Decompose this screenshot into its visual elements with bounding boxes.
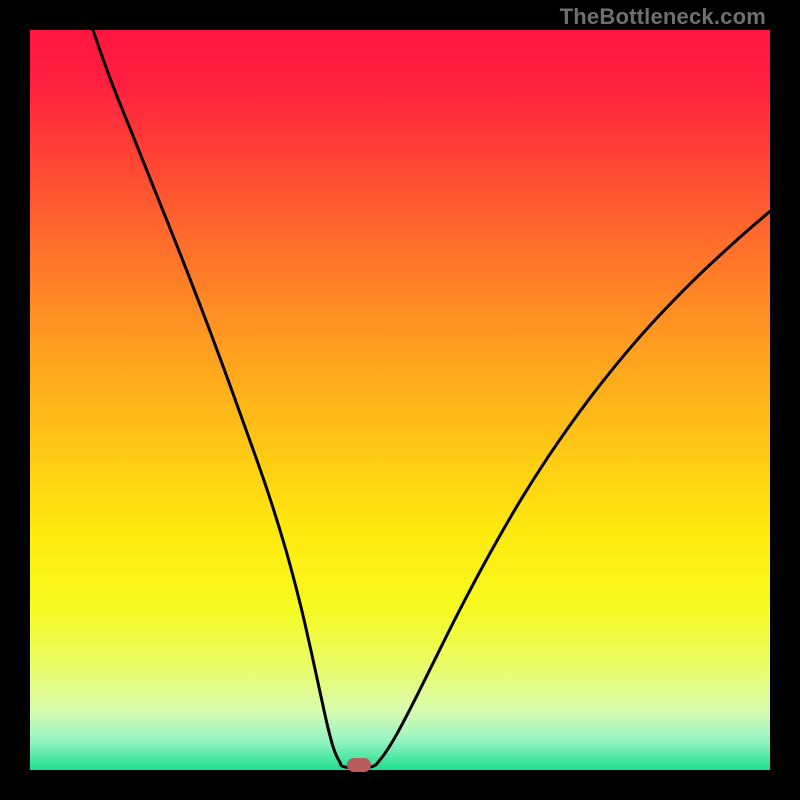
plot-area: [30, 30, 770, 770]
optimum-marker: [347, 758, 371, 772]
bottleneck-curve: [30, 30, 770, 770]
watermark-text: TheBottleneck.com: [560, 4, 766, 30]
chart-frame: TheBottleneck.com: [0, 0, 800, 800]
